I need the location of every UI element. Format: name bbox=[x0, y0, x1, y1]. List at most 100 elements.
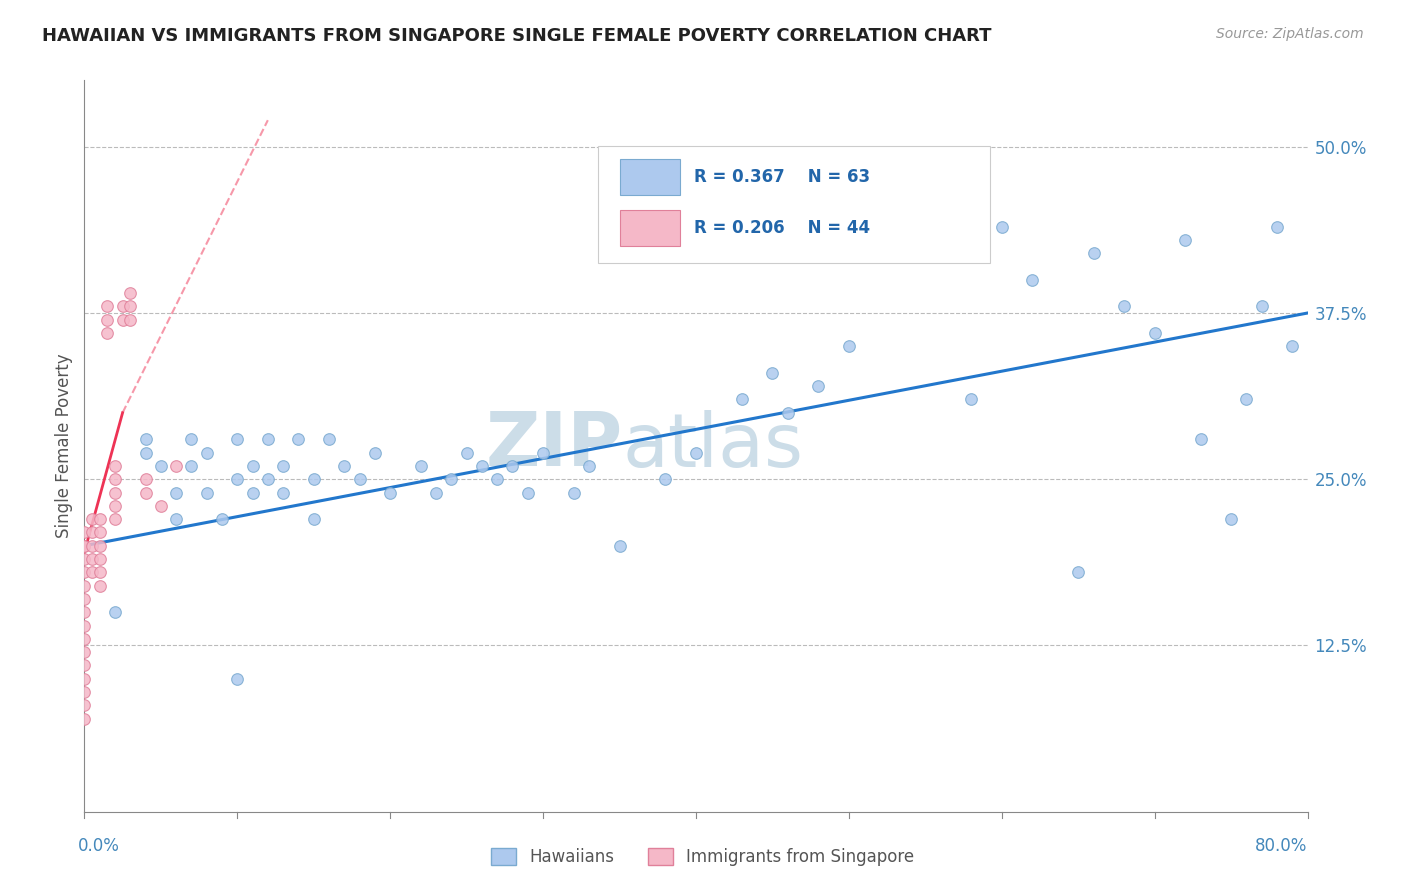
Text: Source: ZipAtlas.com: Source: ZipAtlas.com bbox=[1216, 27, 1364, 41]
Point bbox=[96, 312, 118, 326]
Point bbox=[111, 299, 134, 313]
Point bbox=[914, 219, 936, 234]
Point bbox=[73, 566, 96, 580]
Point bbox=[302, 512, 325, 526]
Point bbox=[73, 658, 96, 673]
Point bbox=[96, 299, 118, 313]
Point bbox=[960, 392, 983, 407]
Point bbox=[271, 458, 294, 473]
Point bbox=[1220, 512, 1243, 526]
Point bbox=[80, 539, 103, 553]
Point bbox=[104, 512, 127, 526]
Point bbox=[1236, 392, 1258, 407]
Point bbox=[73, 539, 96, 553]
Point bbox=[869, 219, 891, 234]
Point bbox=[838, 339, 860, 353]
Point bbox=[761, 366, 783, 380]
Point bbox=[1083, 246, 1105, 260]
Point bbox=[120, 312, 142, 326]
Point bbox=[165, 512, 187, 526]
Point bbox=[257, 472, 280, 486]
Point bbox=[89, 539, 111, 553]
Point bbox=[1174, 233, 1197, 247]
Point bbox=[1250, 299, 1272, 313]
Point bbox=[257, 433, 280, 447]
Point bbox=[73, 632, 96, 646]
Point bbox=[73, 712, 96, 726]
Point bbox=[456, 445, 478, 459]
Point bbox=[685, 445, 707, 459]
Point bbox=[104, 605, 127, 619]
Point bbox=[271, 485, 294, 500]
Point bbox=[135, 433, 157, 447]
Point bbox=[226, 433, 249, 447]
Point bbox=[654, 472, 676, 486]
Point bbox=[471, 458, 494, 473]
Point bbox=[149, 458, 172, 473]
FancyBboxPatch shape bbox=[620, 211, 681, 246]
Point bbox=[409, 458, 432, 473]
Point bbox=[226, 672, 249, 686]
Point bbox=[516, 485, 538, 500]
Point bbox=[73, 525, 96, 540]
Point bbox=[104, 472, 127, 486]
Point bbox=[80, 552, 103, 566]
Point bbox=[80, 525, 103, 540]
Text: R = 0.367    N = 63: R = 0.367 N = 63 bbox=[693, 168, 870, 186]
Point bbox=[73, 618, 96, 632]
Point bbox=[364, 445, 387, 459]
Point bbox=[104, 458, 127, 473]
Point bbox=[486, 472, 509, 486]
Point bbox=[502, 458, 524, 473]
Point bbox=[562, 485, 585, 500]
Point bbox=[80, 512, 103, 526]
Point bbox=[73, 591, 96, 606]
Point bbox=[73, 672, 96, 686]
Point bbox=[149, 499, 172, 513]
Point bbox=[1067, 566, 1090, 580]
Point bbox=[73, 552, 96, 566]
Point bbox=[195, 445, 218, 459]
Point bbox=[302, 472, 325, 486]
Point bbox=[349, 472, 371, 486]
Text: 0.0%: 0.0% bbox=[79, 838, 120, 855]
Point bbox=[807, 379, 830, 393]
Point bbox=[226, 472, 249, 486]
Point bbox=[1265, 219, 1288, 234]
Point bbox=[120, 299, 142, 313]
Point bbox=[135, 445, 157, 459]
Point bbox=[531, 445, 554, 459]
Point bbox=[165, 458, 187, 473]
Point bbox=[180, 433, 202, 447]
Point bbox=[180, 458, 202, 473]
Point bbox=[991, 219, 1014, 234]
Point bbox=[111, 312, 134, 326]
Point bbox=[104, 485, 127, 500]
Point bbox=[73, 605, 96, 619]
Point bbox=[89, 525, 111, 540]
Point bbox=[135, 472, 157, 486]
Point bbox=[89, 552, 111, 566]
Point bbox=[1281, 339, 1303, 353]
Point bbox=[73, 579, 96, 593]
Point bbox=[731, 392, 754, 407]
Point bbox=[578, 458, 600, 473]
Point bbox=[96, 326, 118, 340]
Text: ZIP: ZIP bbox=[485, 409, 623, 483]
Point bbox=[440, 472, 463, 486]
Point bbox=[89, 579, 111, 593]
Point bbox=[287, 433, 309, 447]
Point bbox=[380, 485, 402, 500]
Point bbox=[242, 485, 264, 500]
Point bbox=[425, 485, 447, 500]
Point bbox=[318, 433, 340, 447]
Point bbox=[73, 698, 96, 713]
Text: R = 0.206    N = 44: R = 0.206 N = 44 bbox=[693, 219, 870, 237]
FancyBboxPatch shape bbox=[598, 146, 990, 263]
Point bbox=[73, 645, 96, 659]
Point bbox=[776, 406, 799, 420]
Point bbox=[1143, 326, 1166, 340]
Point bbox=[165, 485, 187, 500]
Point bbox=[242, 458, 264, 473]
Point bbox=[89, 512, 111, 526]
